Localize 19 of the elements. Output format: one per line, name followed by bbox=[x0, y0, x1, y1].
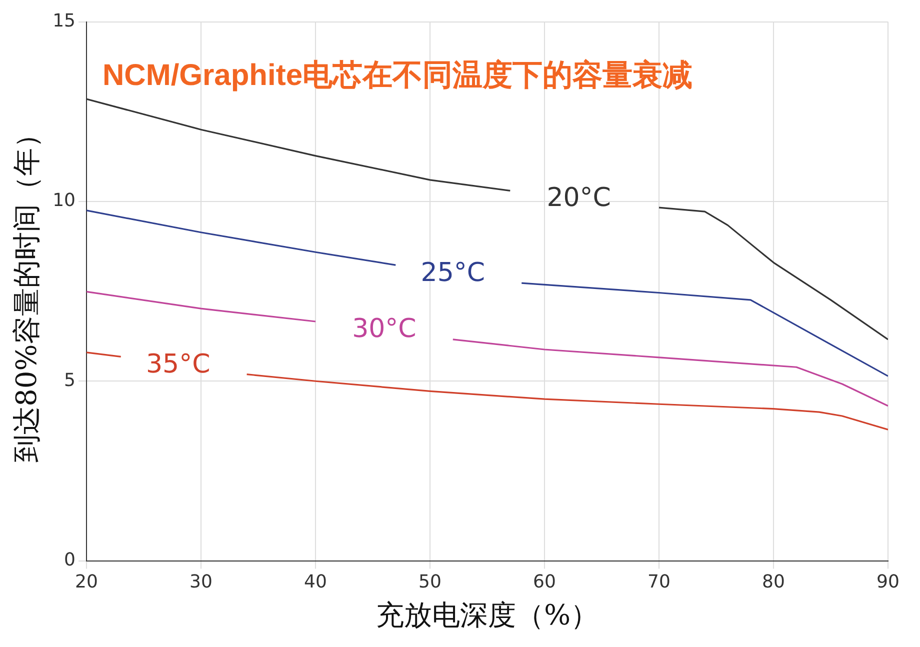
text: NCM/Graphite电芯在不同温度下的容量衰减 bbox=[102, 58, 693, 92]
y-tick-label: 15 bbox=[52, 10, 76, 32]
x-tick-label: 30 bbox=[190, 571, 212, 592]
series-label: 35°C bbox=[146, 349, 210, 380]
series-label: 25°C bbox=[420, 258, 486, 288]
x-tick-label: 70 bbox=[648, 571, 670, 592]
series-label: 30°C bbox=[352, 314, 416, 344]
y-axis-title: 到达80%容量的时间（年） bbox=[10, 120, 44, 462]
x-tick-label: 50 bbox=[418, 571, 442, 592]
x-tick-label: 20 bbox=[75, 571, 98, 592]
x-axis-title: 充放电深度（%） bbox=[376, 598, 599, 632]
series-label: 20°C bbox=[546, 182, 611, 213]
y-tick-label: 10 bbox=[52, 190, 76, 212]
x-tick-label: 90 bbox=[876, 571, 900, 592]
x-tick-label: 60 bbox=[533, 571, 556, 592]
x-tick-label: 80 bbox=[762, 571, 785, 592]
y-tick-label: 5 bbox=[64, 370, 76, 391]
x-tick-label: 40 bbox=[304, 571, 327, 592]
y-tick-label: 0 bbox=[64, 549, 76, 570]
